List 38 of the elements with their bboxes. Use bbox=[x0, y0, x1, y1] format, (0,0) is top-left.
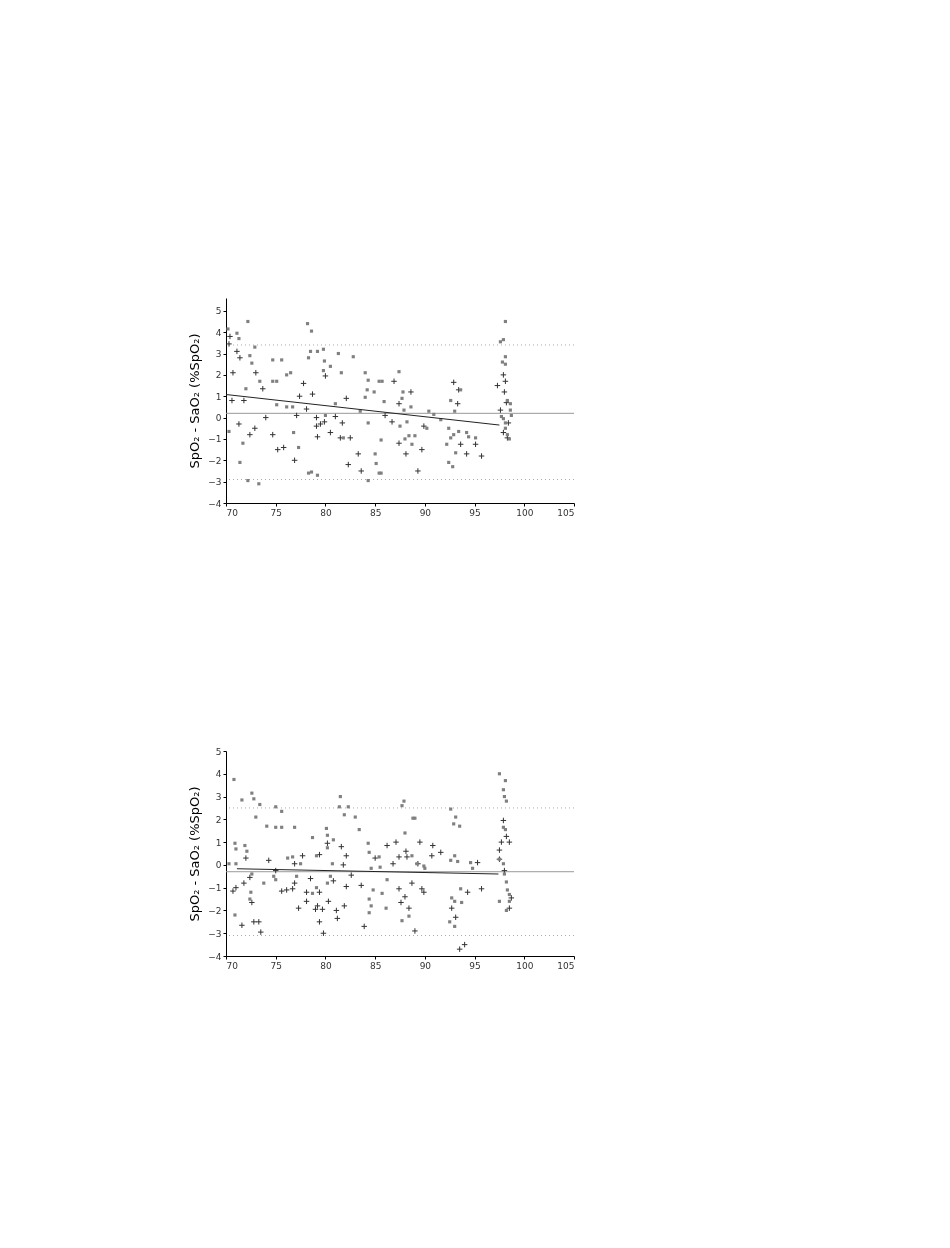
y-tick-label: 3 bbox=[215, 349, 222, 360]
y-tick-label: 1 bbox=[215, 837, 222, 848]
y-tick-label: 3 bbox=[215, 792, 222, 803]
y-axis-title: SpO₂ - SaO₂ (%SpO₂) bbox=[187, 333, 203, 469]
y-tick-label: −2 bbox=[208, 905, 222, 916]
y-tick-label: 4 bbox=[215, 769, 222, 780]
y-tick-label: −3 bbox=[208, 928, 222, 939]
y-tick-label: 2 bbox=[215, 814, 222, 825]
x-tick-label: 105 bbox=[557, 960, 575, 971]
y-tick-label: 2 bbox=[215, 370, 222, 381]
x-tick-label: 85 bbox=[369, 507, 382, 518]
x-tick-label: 75 bbox=[270, 507, 282, 518]
x-tick-label: 95 bbox=[469, 507, 481, 518]
y-axis-title: SpO₂ - SaO₂ (%SpO₂) bbox=[187, 786, 203, 922]
y-tick-label: 1 bbox=[215, 391, 222, 402]
x-tick-label: 75 bbox=[270, 960, 282, 971]
x-tick-label: 70 bbox=[226, 507, 239, 518]
y-tick-label: −2 bbox=[208, 455, 222, 466]
y-tick-label: 5 bbox=[215, 306, 222, 317]
y-tick-label: 4 bbox=[215, 327, 222, 338]
y-tick-label: −3 bbox=[208, 477, 222, 488]
x-tick-label: 80 bbox=[320, 507, 332, 518]
y-tick-label: −4 bbox=[208, 951, 222, 962]
x-tick-label: 85 bbox=[369, 960, 382, 971]
x-tick-label: 90 bbox=[419, 507, 432, 518]
x-tick-label: 105 bbox=[557, 507, 575, 518]
y-tick-label: −1 bbox=[208, 883, 222, 894]
y-tick-label: 0 bbox=[215, 413, 222, 424]
x-tick-label: 80 bbox=[320, 960, 332, 971]
y-tick-label: −1 bbox=[208, 434, 222, 445]
x-tick-label: 90 bbox=[419, 960, 432, 971]
y-tick-label: 5 bbox=[215, 746, 222, 757]
x-tick-label: 70 bbox=[226, 960, 239, 971]
x-tick-label: 100 bbox=[516, 507, 534, 518]
y-tick-label: 0 bbox=[215, 860, 222, 871]
x-tick-label: 95 bbox=[469, 960, 481, 971]
y-tick-label: −4 bbox=[208, 498, 222, 509]
x-tick-label: 100 bbox=[516, 960, 534, 971]
